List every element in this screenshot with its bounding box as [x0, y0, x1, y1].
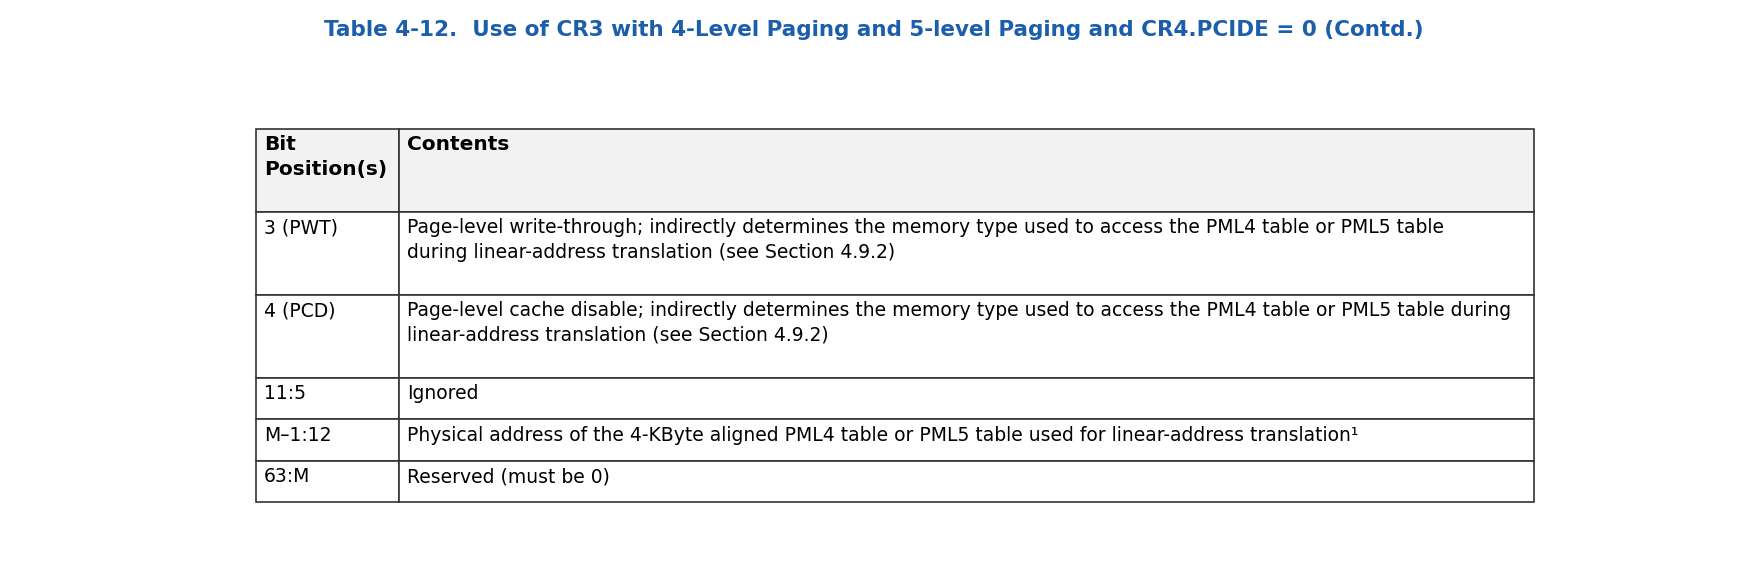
- Text: Page-level write-through; indirectly determines the memory type used to access t: Page-level write-through; indirectly det…: [407, 218, 1445, 262]
- Bar: [257, 129, 400, 212]
- Bar: [400, 419, 1534, 460]
- Text: Reserved (must be 0): Reserved (must be 0): [407, 467, 610, 486]
- Text: M–1:12: M–1:12: [264, 426, 332, 445]
- Bar: [400, 129, 1534, 212]
- Text: 11:5: 11:5: [264, 384, 306, 404]
- Text: 4 (PCD): 4 (PCD): [264, 301, 335, 320]
- Text: 63:M: 63:M: [264, 467, 311, 486]
- Text: Table 4-12.  Use of CR3 with 4-Level Paging and 5-level Paging and CR4.PCIDE = 0: Table 4-12. Use of CR3 with 4-Level Pagi…: [323, 20, 1424, 40]
- Bar: [400, 212, 1534, 294]
- Bar: [257, 212, 400, 294]
- Bar: [257, 378, 400, 419]
- Text: 3 (PWT): 3 (PWT): [264, 218, 337, 237]
- Text: Bit
Position(s): Bit Position(s): [264, 135, 388, 179]
- Text: Physical address of the 4-KByte aligned PML4 table or PML5 table used for linear: Physical address of the 4-KByte aligned …: [407, 426, 1359, 445]
- Text: Page-level cache disable; indirectly determines the memory type used to access t: Page-level cache disable; indirectly det…: [407, 301, 1511, 344]
- Bar: [400, 460, 1534, 502]
- Text: Contents: Contents: [407, 135, 510, 154]
- Bar: [400, 378, 1534, 419]
- Bar: [400, 294, 1534, 378]
- Text: Ignored: Ignored: [407, 384, 479, 404]
- Bar: [257, 294, 400, 378]
- Bar: [257, 460, 400, 502]
- Bar: [257, 419, 400, 460]
